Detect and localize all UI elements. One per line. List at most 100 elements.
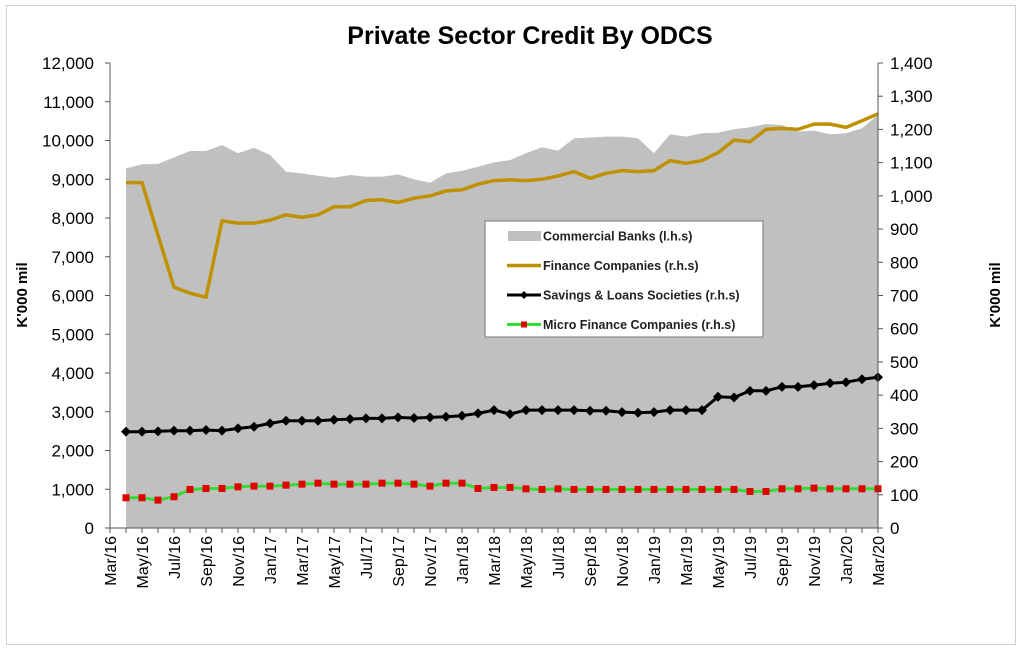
micro-finance-companies-point [378,479,386,487]
legend-item-label: Commercial Banks (l.h.s) [543,230,692,244]
x-tick-label: Sep/17 [391,536,408,587]
x-tick-label: May/18 [519,536,536,589]
micro-finance-companies-point [234,483,242,491]
savings-loans-societies-point [425,412,435,423]
y-left-tick-label: 10,000 [42,132,94,151]
micro-finance-companies-point [474,484,482,492]
micro-finance-companies-point [362,480,370,488]
savings-loans-societies-point [809,380,819,391]
savings-loans-societies-point [121,426,131,437]
micro-finance-companies-point [490,483,498,491]
x-tick-label: Jan/20 [839,536,856,584]
savings-loans-societies-point [393,412,403,423]
savings-loans-societies-point [841,377,851,388]
y-left-tick-label: 1,000 [51,480,94,499]
micro-finance-companies-point [458,479,466,487]
legend-item-label: Finance Companies (r.h.s) [543,259,699,273]
micro-finance-companies-point [410,480,418,488]
y-left-tick-label: 8,000 [51,209,94,228]
micro-finance-companies-point [826,485,834,493]
micro-finance-companies-point [394,479,402,487]
y-left-tick-label: 0 [85,519,94,538]
x-tick-label: Mar/19 [679,536,696,586]
micro-finance-companies-point [602,485,610,493]
y-left-tick-label: 7,000 [51,248,94,267]
axes: 0 1,000 2,000 3,000 4,000 5,000 6,000 7,000 8,00… [42,54,933,588]
x-tick-label: Jul/18 [551,536,568,579]
y-right-tick-label: 1,200 [890,120,933,139]
savings-loans-societies-point [745,385,755,396]
x-tick-label: Mar/16 [103,536,120,586]
x-tick-label: Nov/18 [615,536,632,587]
y-right-tick-label: 100 [890,486,918,505]
micro-finance-companies-point [522,485,530,493]
micro-finance-companies-point [714,485,722,493]
savings-loans-societies-point [553,405,563,416]
y-right-tick-label: 400 [890,386,918,405]
x-tick-label: Nov/16 [231,536,248,587]
y-left-tick-label: 3,000 [51,403,94,422]
savings-loans-societies-point [153,426,163,437]
y-right-tick-label: 0 [890,519,899,538]
x-tick-label: Jan/17 [263,536,280,584]
y-right-tick-label: 1,400 [890,54,933,73]
savings-loans-societies-point [521,405,531,416]
savings-loans-societies-point [345,414,355,425]
legend-diamond-marker [520,291,528,299]
y-axis-right-title: K'000 mil [987,262,1004,327]
micro-finance-companies-point [218,484,226,492]
savings-loans-societies-point [441,411,451,422]
x-tick-label: Jul/16 [167,536,184,579]
savings-loans-societies-point [505,409,515,420]
savings-loans-societies-point [617,407,627,418]
y-left-tick-label: 9,000 [51,170,94,189]
y-right-tick-label: 500 [890,353,918,372]
chart-title: Private Sector Credit By ODCS [347,22,712,50]
y-left-tick-label: 11,000 [43,93,94,112]
savings-loans-societies-point [137,426,147,437]
y-left-tick-label: 6,000 [51,287,94,306]
micro-finance-companies-point [762,487,770,495]
savings-loans-societies-point [233,423,243,434]
micro-finance-companies-point [330,480,338,488]
micro-finance-companies-point [586,485,594,493]
savings-loans-societies-point [713,391,723,402]
micro-finance-companies-point [138,494,146,502]
micro-finance-companies-point [554,485,562,493]
y-right-tick-label: 300 [890,419,918,438]
micro-finance-companies-point [666,485,674,493]
micro-finance-companies-point [154,496,162,504]
savings-loans-societies-point [633,407,643,418]
savings-loans-societies-point [825,378,835,389]
micro-finance-companies-point [170,493,178,501]
legend-swatch-area [508,231,541,241]
micro-finance-companies-point [698,485,706,493]
savings-loans-societies-point [169,425,179,436]
savings-loans-societies-point [649,407,659,418]
y-right-tick-label: 1,100 [890,154,933,173]
micro-finance-companies-point [202,484,210,492]
micro-finance-companies-point [634,485,642,493]
micro-finance-companies-point [122,494,130,502]
savings-loans-societies-point [281,415,291,426]
savings-loans-societies-point [297,415,307,426]
savings-loans-societies-point [729,392,739,403]
micro-finance-companies-point [426,482,434,490]
savings-loans-societies-point [217,425,227,436]
savings-loans-societies-point [201,425,211,436]
x-tick-label: Sep/18 [583,536,600,587]
chart-frame [6,5,1016,645]
micro-finance-companies-point [346,480,354,488]
x-tick-label: May/17 [327,536,344,589]
x-tick-label: Jan/18 [455,536,472,584]
y-right-tick-label: 600 [890,320,918,339]
savings-loans-societies-point [601,405,611,416]
y-axis-left-title: K'000 mil [14,262,31,327]
savings-loans-societies-point [265,418,275,429]
x-tick-label: Jul/17 [359,536,376,579]
x-tick-label: Sep/19 [775,536,792,587]
x-tick-label: Nov/17 [423,536,440,587]
y-right-tick-label: 1,300 [890,87,933,106]
micro-finance-companies-point [794,485,802,493]
y-right-tick-label: 800 [890,253,918,272]
